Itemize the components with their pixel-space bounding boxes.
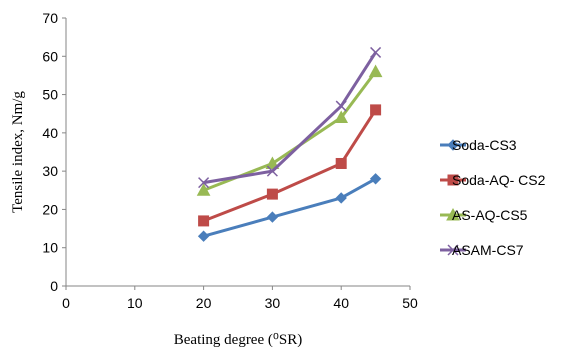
data-point: [369, 173, 382, 185]
series-line: [203, 51, 377, 185]
data-point: [334, 110, 349, 124]
x-tick-label: 30: [265, 295, 281, 311]
legend-label: ASAM-CS7: [452, 242, 524, 258]
legend-item: ASAM-CS7: [440, 242, 524, 258]
y-tick-label: 10: [42, 240, 58, 256]
data-point: [370, 104, 382, 116]
y-tick-label: 30: [42, 163, 58, 179]
series-line: [203, 177, 377, 238]
series-1: [197, 173, 382, 242]
legend-label: Soda-AQ- CS2: [452, 172, 546, 188]
data-point: [196, 183, 211, 196]
legend-label: AS-AQ-CS5: [452, 207, 528, 223]
legend-marker: [446, 207, 460, 221]
data-point: [335, 100, 347, 112]
data-point: [335, 192, 347, 204]
data-point: [335, 157, 347, 169]
y-tick-group: 0 10 20 30 40 50 60 70: [42, 10, 66, 294]
legend-item: AS-AQ-CS5: [440, 207, 528, 223]
data-point: [265, 156, 280, 169]
x-axis-title: Beating degree (⁰SR): [174, 332, 302, 348]
data-point: [266, 165, 278, 177]
data-point: [198, 177, 210, 189]
data-point: [266, 211, 279, 223]
x-tick-label: 20: [196, 295, 212, 311]
data-point: [368, 64, 383, 78]
y-tick-label: 40: [42, 125, 58, 141]
x-tick-group: 0 10 20 30 40 50: [62, 286, 418, 311]
legend-item: Soda-CS3: [440, 137, 517, 153]
x-tick-label: 50: [402, 295, 418, 311]
series-line: [203, 70, 377, 192]
data-point: [197, 230, 210, 242]
series-layer: [196, 46, 383, 242]
y-tick-label: 50: [42, 87, 58, 103]
legend-marker: [447, 139, 459, 151]
y-tick-label: 20: [42, 201, 58, 217]
data-point: [370, 46, 382, 58]
data-point: [198, 215, 210, 227]
y-tick-label: 60: [42, 48, 58, 64]
series-4: [198, 46, 382, 189]
data-point: [266, 188, 278, 200]
y-tick-label: 0: [50, 278, 58, 294]
legend-marker: [447, 244, 459, 256]
legend-label: Soda-CS3: [452, 137, 517, 153]
legend-item: Soda-AQ- CS2: [440, 172, 546, 188]
legend: Soda-CS3 Soda-AQ- CS2 AS-AQ-CS5 ASAM-CS7: [440, 137, 546, 258]
y-tick-label: 70: [42, 10, 58, 26]
series-2: [198, 104, 382, 227]
series-line: [203, 109, 377, 223]
y-axis-title: Tensile index, Nm/g: [10, 91, 26, 213]
legend-marker: [447, 174, 459, 186]
axes: [65, 18, 410, 287]
x-tick-label: 40: [333, 295, 349, 311]
x-tick-label: 0: [62, 295, 70, 311]
x-tick-label: 10: [127, 295, 143, 311]
